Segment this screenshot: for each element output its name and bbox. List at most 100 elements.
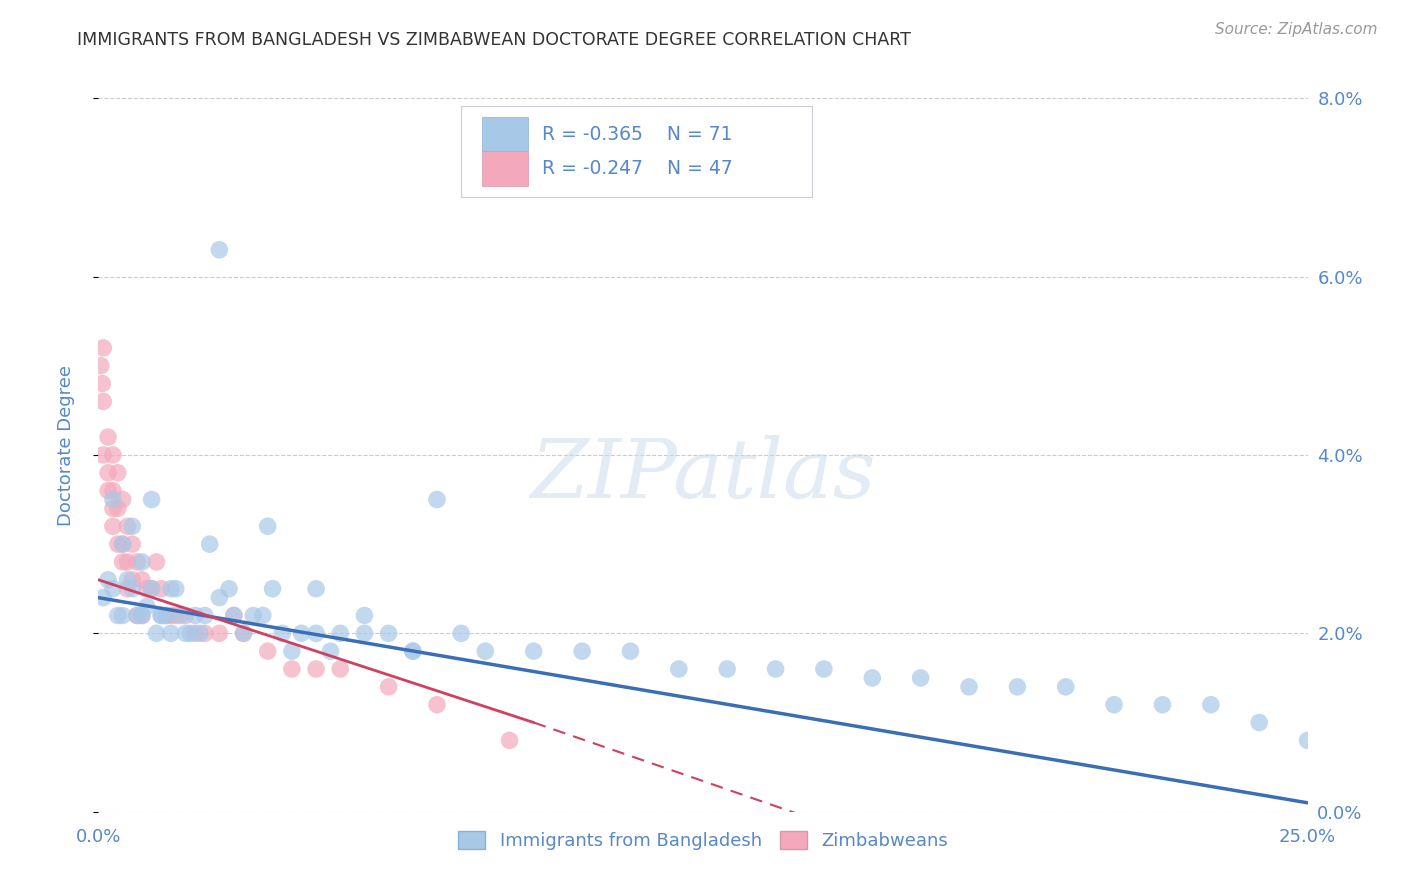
- Point: [184, 608, 207, 623]
- Point: [121, 537, 143, 551]
- Point: [101, 501, 124, 516]
- Point: [498, 733, 520, 747]
- Point: [97, 483, 120, 498]
- Point: [127, 608, 149, 623]
- Point: [121, 519, 143, 533]
- Point: [860, 671, 883, 685]
- Point: [91, 591, 114, 605]
- Point: [619, 644, 641, 658]
- Point: [218, 582, 240, 596]
- Point: [117, 519, 139, 533]
- Point: [155, 608, 177, 623]
- Point: [111, 608, 134, 623]
- Point: [150, 608, 173, 623]
- Point: [135, 582, 157, 596]
- Point: [131, 573, 153, 587]
- Point: [198, 537, 221, 551]
- Point: [523, 644, 546, 658]
- Point: [208, 626, 231, 640]
- Text: R = -0.365    N = 71: R = -0.365 N = 71: [543, 125, 733, 144]
- Point: [97, 573, 120, 587]
- Point: [101, 492, 124, 507]
- Point: [353, 608, 375, 623]
- Point: [91, 341, 114, 355]
- Point: [107, 537, 129, 551]
- FancyBboxPatch shape: [482, 117, 527, 152]
- Point: [252, 608, 274, 623]
- Text: Source: ZipAtlas.com: Source: ZipAtlas.com: [1215, 22, 1378, 37]
- Point: [111, 537, 134, 551]
- Point: [1199, 698, 1222, 712]
- Point: [160, 626, 183, 640]
- Point: [910, 671, 932, 685]
- Point: [256, 519, 278, 533]
- Point: [668, 662, 690, 676]
- Point: [571, 644, 593, 658]
- Point: [1249, 715, 1271, 730]
- Point: [121, 573, 143, 587]
- Point: [377, 680, 399, 694]
- Y-axis label: Doctorate Degree: Doctorate Degree: [56, 366, 75, 526]
- Point: [90, 359, 112, 373]
- Point: [155, 608, 177, 623]
- Point: [101, 582, 124, 596]
- Point: [127, 608, 149, 623]
- Point: [305, 662, 328, 676]
- Point: [141, 582, 163, 596]
- Point: [402, 644, 425, 658]
- Legend: Immigrants from Bangladesh, Zimbabweans: Immigrants from Bangladesh, Zimbabweans: [451, 823, 955, 857]
- Point: [131, 608, 153, 623]
- Point: [1102, 698, 1125, 712]
- Point: [271, 626, 294, 640]
- Point: [232, 626, 254, 640]
- Point: [179, 626, 201, 640]
- Point: [160, 608, 183, 623]
- Point: [242, 608, 264, 623]
- Point: [91, 448, 114, 462]
- Point: [716, 662, 738, 676]
- Point: [222, 608, 245, 623]
- Point: [256, 644, 278, 658]
- Point: [353, 626, 375, 640]
- Point: [160, 582, 183, 596]
- Point: [131, 608, 153, 623]
- Point: [117, 555, 139, 569]
- Point: [232, 626, 254, 640]
- Point: [765, 662, 787, 676]
- Point: [91, 394, 114, 409]
- Point: [135, 599, 157, 614]
- Point: [377, 626, 399, 640]
- Text: ZIPatlas: ZIPatlas: [530, 435, 876, 516]
- Point: [305, 582, 328, 596]
- Point: [111, 537, 134, 551]
- Point: [165, 608, 187, 623]
- Point: [474, 644, 496, 658]
- Point: [957, 680, 980, 694]
- Point: [101, 448, 124, 462]
- FancyBboxPatch shape: [461, 106, 811, 197]
- Point: [107, 466, 129, 480]
- Point: [426, 698, 449, 712]
- Point: [184, 626, 207, 640]
- Point: [222, 608, 245, 623]
- Point: [127, 555, 149, 569]
- Point: [319, 644, 342, 658]
- Point: [329, 662, 352, 676]
- Point: [450, 626, 472, 640]
- Point: [174, 626, 197, 640]
- Point: [290, 626, 312, 640]
- Point: [194, 608, 217, 623]
- Point: [97, 466, 120, 480]
- Point: [101, 519, 124, 533]
- Point: [1296, 733, 1319, 747]
- Point: [208, 243, 231, 257]
- Point: [188, 626, 211, 640]
- Point: [165, 582, 187, 596]
- Point: [208, 591, 231, 605]
- FancyBboxPatch shape: [482, 152, 527, 186]
- Point: [402, 644, 425, 658]
- Point: [91, 376, 114, 391]
- Point: [111, 492, 134, 507]
- Point: [121, 582, 143, 596]
- Point: [426, 492, 449, 507]
